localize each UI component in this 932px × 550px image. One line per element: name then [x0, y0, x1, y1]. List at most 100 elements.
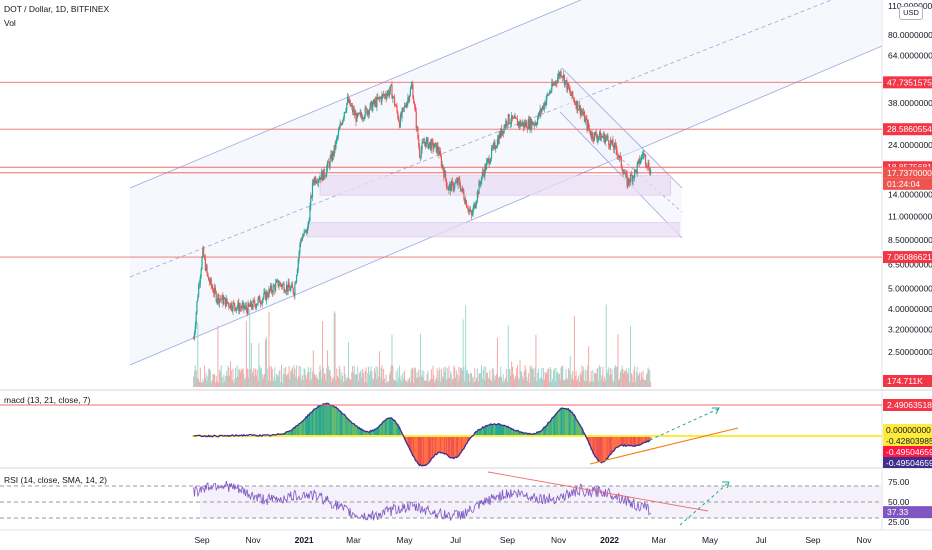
macd-histogram-bar: [435, 436, 438, 455]
volume-bar: [337, 375, 339, 387]
candle-up: [244, 307, 246, 309]
candle-up: [486, 159, 488, 162]
time-axis[interactable]: Sep Nov 2021 Mar May Jul Sep Nov 2022 Mar May Jul Se…: [194, 535, 872, 545]
rsi-panel[interactable]: [0, 471, 882, 526]
candle-down: [447, 187, 449, 191]
macd-histogram-bar: [614, 436, 617, 449]
candle-up: [196, 301, 198, 313]
candle-up: [537, 112, 540, 119]
volume-bar: [640, 372, 642, 387]
volume-bar: [227, 365, 229, 387]
macd-histogram-bar: [623, 436, 626, 445]
volume-bar: [453, 365, 455, 387]
macd-histogram-bar: [424, 436, 427, 466]
candle-up: [285, 291, 287, 293]
macd-panel[interactable]: [0, 402, 882, 467]
volume-bar: [393, 378, 395, 387]
candle-down: [265, 291, 267, 301]
candle-up: [419, 156, 422, 158]
candle-up: [606, 135, 608, 137]
volume-bar: [576, 380, 578, 387]
candle-up: [576, 101, 578, 109]
candle-up: [304, 230, 306, 232]
candle-down: [313, 180, 315, 183]
candle-down: [193, 338, 195, 340]
macd-histogram-bar: [312, 410, 314, 436]
volume-bar: [272, 380, 274, 387]
candle-down: [462, 187, 464, 193]
volume-bar: [470, 373, 472, 387]
macd-histogram-bar: [468, 436, 470, 441]
macd-histogram-bar: [587, 436, 590, 442]
candle-up: [551, 82, 553, 91]
macd-histogram-bar: [377, 427, 380, 436]
candle-up: [354, 113, 356, 116]
volume-bar: [635, 381, 637, 387]
volume-bar: [632, 382, 634, 387]
macd-histogram-bar: [612, 436, 615, 452]
macd-histogram-bar: [618, 436, 621, 446]
candle-up: [429, 142, 431, 144]
macd-histogram-bar: [425, 436, 428, 465]
price-axis-tick: 4.00000000: [888, 304, 932, 314]
candle-up: [247, 303, 249, 315]
volume-bar: [352, 372, 354, 387]
candle-down: [204, 258, 206, 271]
macd-histogram-bar: [368, 432, 371, 436]
candle-up: [199, 276, 201, 284]
macd-histogram-bar: [599, 436, 602, 462]
volume-bar: [283, 367, 285, 387]
macd-histogram-bar: [405, 436, 408, 443]
volume-bar: [440, 381, 442, 387]
macd-histogram-bar: [441, 436, 444, 453]
candle-down: [378, 97, 381, 99]
volume-bar: [255, 368, 257, 387]
volume-bar: [354, 375, 356, 387]
candle-down: [398, 121, 401, 128]
macd-histogram-bar: [523, 433, 525, 436]
volume-bar: [475, 381, 477, 387]
candle-down: [526, 128, 529, 130]
candle-down: [396, 106, 398, 112]
candle-up: [501, 130, 504, 136]
volume-bar: [262, 378, 264, 387]
volume-bar: [320, 370, 322, 387]
candle-down: [358, 112, 360, 114]
candle-up: [647, 162, 649, 168]
price-panel[interactable]: [0, 0, 882, 366]
candle-up: [297, 259, 299, 270]
volume-bar: [444, 371, 446, 387]
volume-bar: [410, 369, 412, 387]
volume-bar: [414, 367, 416, 387]
volume-bar: [348, 378, 350, 387]
candle-down: [464, 199, 466, 204]
candle-up: [241, 304, 243, 309]
candle-down: [445, 178, 447, 187]
candle-up: [649, 169, 652, 175]
candle-down: [269, 289, 271, 291]
candle-down: [384, 94, 386, 97]
candle-down: [639, 158, 641, 164]
volume-bar: [524, 365, 526, 387]
macd-histogram-bar: [516, 430, 518, 436]
macd-histogram-bar: [619, 436, 622, 446]
macd-histogram-bar: [316, 408, 318, 436]
candle-up: [326, 161, 329, 168]
macd-histogram-bar: [606, 436, 609, 459]
candle-down: [254, 304, 257, 308]
volume-bar: [454, 367, 456, 387]
candle-up: [290, 287, 292, 291]
price-axis[interactable]: 110.000000080.0000000064.0000000038.0000…: [883, 1, 932, 527]
macd-histogram-bar: [373, 429, 376, 436]
volume-bar: [455, 370, 457, 387]
candle-up: [603, 133, 605, 138]
currency-badge[interactable]: USD: [899, 6, 923, 20]
volume-bar: [268, 311, 270, 387]
candle-up: [335, 140, 337, 149]
volume-bar: [338, 365, 340, 387]
volume-bar: [232, 368, 234, 387]
volume-bar: [362, 369, 364, 387]
candle-up: [487, 158, 489, 160]
volume-bar: [390, 365, 392, 387]
